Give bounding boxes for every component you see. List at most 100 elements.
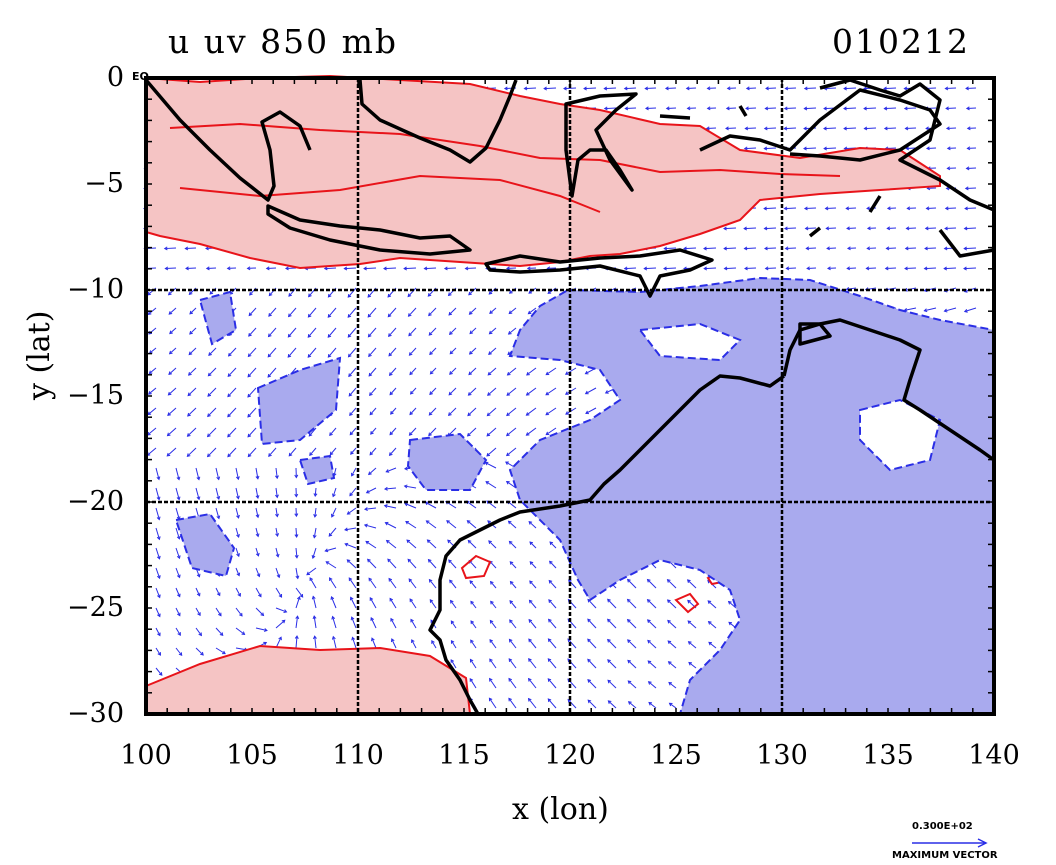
wind-vector	[313, 616, 317, 629]
wind-vector	[823, 127, 837, 130]
wind-vector	[684, 247, 697, 250]
wind-vector-head	[226, 266, 231, 271]
wind-vector-head	[607, 638, 611, 643]
wind-vector	[547, 658, 557, 669]
wind-vector-head	[283, 609, 288, 613]
wind-vector	[384, 505, 397, 509]
wind-vector	[469, 307, 477, 315]
wind-vector-head	[427, 558, 432, 563]
wind-vector-head	[389, 597, 394, 602]
wind-vector	[489, 678, 497, 689]
wind-vector-head	[218, 612, 222, 617]
wind-vector-head	[369, 451, 374, 456]
wind-vector-head	[346, 559, 351, 563]
wind-vector	[964, 247, 977, 250]
wind-vector-head	[486, 432, 491, 437]
wind-vector-head	[287, 313, 292, 318]
wind-vector-head	[468, 311, 473, 315]
wind-vector	[490, 601, 497, 609]
wind-vector-head	[227, 373, 232, 378]
wind-vector-head	[227, 393, 231, 398]
wind-vector-head	[428, 332, 433, 336]
wind-vector	[248, 307, 257, 316]
wind-vector-head	[528, 618, 533, 623]
wind-vector-head	[449, 579, 453, 584]
wind-vector	[489, 307, 497, 314]
negative-hole-2	[638, 322, 742, 362]
wind-vector-head	[448, 311, 453, 316]
wind-vector-head	[390, 617, 394, 622]
wind-vector-head	[469, 677, 474, 682]
wind-vector	[465, 267, 477, 270]
wind-vector	[587, 618, 597, 629]
wind-vector-head	[489, 619, 494, 624]
wind-vector	[489, 639, 497, 649]
wind-vector	[295, 596, 301, 609]
wind-vector	[488, 540, 497, 549]
wind-vector-head	[299, 593, 304, 598]
wind-vector	[647, 619, 657, 629]
wind-vector	[227, 427, 237, 438]
wind-vector-head	[327, 293, 332, 298]
wind-vector	[364, 524, 377, 529]
wind-vector	[544, 87, 557, 90]
wind-vector-head	[288, 293, 292, 297]
wind-vector	[804, 87, 817, 90]
wind-vector	[587, 638, 597, 649]
y-tick-label: −5	[84, 168, 124, 199]
wind-vector-head	[185, 266, 189, 271]
wind-vector	[313, 527, 317, 538]
y-tick-label: −20	[67, 486, 124, 517]
wind-vector	[728, 601, 737, 609]
wind-vector-head	[783, 106, 788, 111]
wind-vector-head	[265, 266, 270, 271]
wind-vector-head	[294, 635, 299, 639]
wind-vector	[207, 447, 217, 457]
wind-vector-head	[945, 126, 950, 131]
wind-vector-head	[846, 266, 851, 271]
wind-vector	[368, 367, 377, 377]
negative-hole-1	[859, 398, 942, 472]
wind-vector-head	[505, 452, 510, 457]
wind-vector	[187, 407, 197, 417]
negative-blob-4	[174, 512, 236, 578]
wind-vector	[428, 559, 437, 569]
wind-vector	[587, 599, 597, 609]
wind-vector	[235, 487, 239, 499]
wind-vector-head	[205, 266, 210, 271]
coast-australia-north	[782, 318, 996, 462]
wind-vector-head	[177, 612, 181, 617]
coast-sulawesi	[564, 92, 638, 198]
wind-vector-head	[547, 698, 552, 703]
wind-vector	[509, 541, 517, 549]
wind-vector-head	[178, 652, 183, 657]
wind-vector-head	[268, 313, 272, 317]
wind-vector	[487, 367, 497, 376]
wind-vector-head	[508, 677, 512, 682]
wind-vector	[509, 619, 517, 629]
wind-vector-head	[206, 433, 211, 438]
wind-vector-head	[348, 392, 353, 397]
wind-vector-head	[806, 266, 811, 271]
wind-vector	[489, 658, 497, 669]
wind-vector-head	[409, 598, 414, 603]
wind-vector-head	[744, 126, 749, 131]
wind-vector-head	[763, 226, 768, 231]
wind-vector	[166, 447, 177, 457]
wind-vector-head	[268, 453, 272, 457]
wind-vector	[235, 567, 240, 576]
wind-vector-head	[468, 291, 472, 296]
wind-vector	[450, 659, 457, 669]
wind-vector-head	[166, 452, 171, 457]
wind-vector	[647, 660, 657, 669]
wind-vector-head	[663, 246, 668, 251]
wind-vector-head	[567, 658, 572, 663]
wind-vector-head	[963, 308, 968, 313]
wind-vector-head	[327, 314, 332, 318]
wind-vector	[785, 87, 797, 90]
wind-vector-head	[176, 555, 181, 560]
wind-vector-head	[281, 619, 286, 624]
wind-vector-head	[489, 310, 493, 315]
wind-vector	[195, 627, 202, 636]
wind-vector	[235, 587, 241, 597]
